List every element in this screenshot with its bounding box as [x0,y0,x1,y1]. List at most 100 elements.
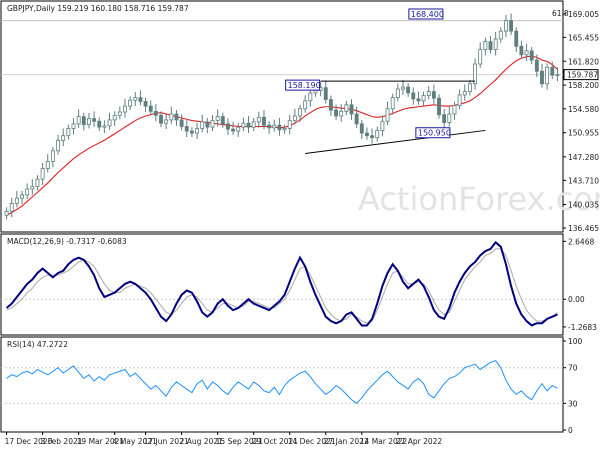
rsi-tick-label: 30 [568,399,578,408]
candle-body [159,114,163,124]
candle-body [421,95,426,102]
candle-body [20,194,24,199]
candle-body [30,185,35,190]
time-tick-label: 29 Oct 2021 [252,437,299,446]
candle-body [498,30,503,40]
candle-body [370,135,375,139]
price-tick-label: 165.455 [568,33,599,42]
candle-body [205,121,210,128]
candle-body [164,119,169,124]
candle-body [540,70,544,85]
candle-body [385,108,390,122]
candle-body [447,113,452,123]
candle-body [282,128,287,131]
price-tick-label: 161.820 [568,57,599,66]
candle-body [478,49,483,65]
candle-body [359,123,364,134]
candle-body [555,74,560,76]
candle-body [61,135,66,141]
candle-body [349,104,354,115]
candle-body [303,100,308,110]
candle-body [45,160,50,169]
price-tick-label: 147.280 [568,153,599,162]
macd-line [5,240,558,327]
macd-panel-title: MACD(12,26,9) -0.7317 -0.6083 [7,237,127,246]
candle-body [395,88,400,98]
time-tick-label: 2 Aug 2021 [180,437,223,446]
price-panel-frame [0,0,564,233]
macd-panel: MACD(12,26,9) -0.7317 -0.6083 2.6468 0.00… [0,233,597,336]
candle-body [153,110,158,116]
candle-body [339,110,344,117]
price-tick-label: 143.710 [568,176,599,185]
watermark: ActionForex.com [358,180,600,218]
candle-body [462,91,467,96]
trendline-group [305,80,486,154]
candle-body [4,210,9,216]
candle-body [76,116,81,125]
candle-body [133,97,138,101]
candle-body [148,105,153,112]
candle-body [524,50,529,56]
candle-body [184,126,189,132]
candle-body [406,86,411,94]
annotation-box [415,127,451,139]
current-price-tag [563,69,599,81]
candle-body [426,91,431,96]
moving-average-group [6,55,558,216]
candle-body [354,113,359,125]
candle-body [14,197,19,204]
time-tick-label: 3 Feb 2021 [41,437,83,446]
fib-level-group [1,20,563,76]
candle-body [545,66,550,85]
candle-body [102,125,107,128]
candle-body [334,109,338,117]
candle-body [375,130,380,139]
candle-body [50,150,55,162]
rsi-tick-label: 100 [568,337,583,346]
candle-body [56,139,61,152]
price-axis: 169.005 165.455 161.820 158.200 154.580 150.9… [563,10,599,233]
candle-body [71,123,76,129]
candle-body [246,122,251,128]
candle-body [411,92,416,100]
price-tick-label: 154.580 [568,105,599,114]
candle-body [503,20,508,32]
rsi-tick-label: 70 [568,364,578,373]
rsi-axis: 100 70 30 0 [563,337,583,435]
annotation-label: 150.950 [418,129,451,138]
time-tick-label: 14 Mar 2022 [360,437,408,446]
price-panel-title: GBPJPY,Daily 159.219 160.180 158.716 159… [7,4,189,13]
candle-body [40,168,45,180]
candle-body [401,86,405,90]
time-tick-label: 4 May 2021 [113,437,157,446]
candle-body [483,41,488,50]
candle-body [107,119,112,127]
candle-body [215,116,220,121]
rsi-panel-frame [0,336,564,433]
price-tick-label: 158.200 [568,81,599,90]
annotation-label: 168.400 [411,10,444,19]
candle-body [179,119,184,127]
annotation-box [285,79,321,91]
candle-body [174,113,179,121]
rsi-panel-title: RSI(14) 47.2722 [7,340,68,349]
time-tick-label: 27 Apr 2022 [396,437,443,446]
candle-body [87,118,91,125]
candle-body [292,115,297,121]
candle-body [9,203,14,212]
candle-body [231,128,236,132]
candle-body [473,63,477,85]
rsi-panel: RSI(14) 47.2722 100 70 30 0 [0,336,583,435]
macd-tick-label: 2.6468 [568,237,594,246]
signal-line [6,248,558,324]
candle-body [66,128,71,137]
time-tick-label: 19 Mar 2021 [77,437,125,446]
candle-body [328,99,333,111]
candle-body [442,114,447,123]
annotation-label: 158.190 [288,81,321,90]
price-tick-label: 169.005 [568,10,599,19]
candle-body [169,113,174,121]
